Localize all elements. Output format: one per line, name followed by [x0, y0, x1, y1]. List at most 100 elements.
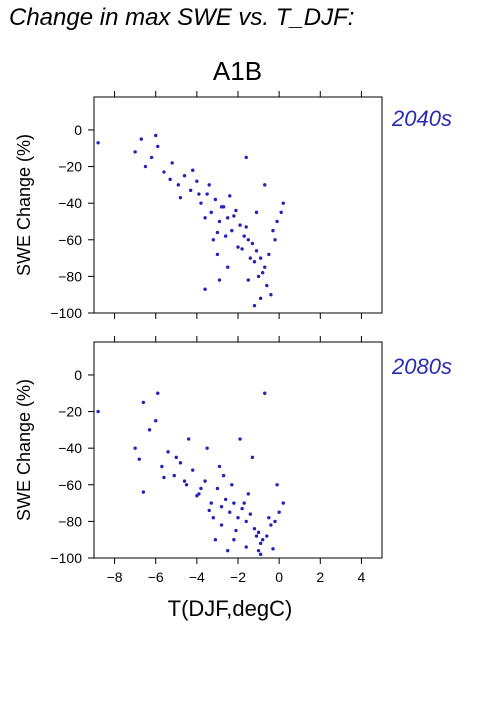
plot-frame — [93, 96, 383, 314]
data-point — [252, 260, 257, 264]
data-point — [223, 234, 228, 238]
data-point — [209, 210, 213, 215]
period-label-2040s: 2040s — [392, 106, 452, 131]
data-point — [279, 210, 283, 215]
data-point — [226, 548, 230, 553]
data-point — [215, 486, 220, 491]
data-point — [240, 506, 244, 511]
data-point — [258, 296, 263, 301]
y-axis-label: SWE Change (%) — [14, 379, 34, 521]
data-point — [162, 475, 166, 480]
data-point — [209, 501, 213, 505]
data-point — [236, 516, 240, 520]
data-point — [191, 468, 195, 472]
data-point — [265, 534, 269, 538]
data-point — [275, 219, 279, 224]
data-point — [182, 479, 187, 483]
x-tick-label: 4 — [358, 569, 366, 585]
data-point — [154, 419, 158, 423]
data-point — [252, 303, 257, 308]
data-point — [199, 201, 203, 205]
data-point — [203, 287, 207, 291]
data-point — [256, 530, 261, 535]
data-point — [205, 192, 209, 196]
data-point — [184, 483, 189, 487]
x-tick-label: −2 — [230, 569, 246, 585]
data-point — [188, 188, 193, 193]
data-point — [256, 274, 261, 279]
data-point — [244, 545, 248, 549]
data-point — [133, 150, 137, 154]
data-point — [246, 492, 250, 496]
scenario-label: A1B — [212, 56, 263, 86]
data-point — [240, 247, 244, 251]
data-point — [186, 437, 191, 441]
data-point — [254, 534, 259, 538]
data-point — [154, 133, 158, 138]
data-point — [217, 464, 222, 469]
data-point — [263, 183, 267, 187]
y-tick-label: −20 — [58, 159, 82, 175]
data-point — [213, 197, 218, 202]
data-point — [137, 457, 141, 461]
data-point — [244, 155, 248, 160]
data-point — [277, 510, 281, 514]
y-tick-label: −100 — [50, 305, 82, 321]
data-point — [149, 155, 154, 160]
data-point — [230, 483, 234, 487]
data-point — [271, 228, 275, 233]
data-point — [207, 183, 211, 187]
data-point — [252, 527, 257, 531]
y-tick-label: −60 — [58, 477, 82, 493]
data-point — [207, 508, 211, 513]
y-tick-label: 0 — [74, 367, 82, 383]
data-point — [273, 238, 277, 242]
x-tick-label: −4 — [189, 569, 205, 585]
data-point — [178, 461, 183, 465]
data-point — [275, 483, 279, 487]
data-point — [133, 446, 137, 450]
data-point — [197, 192, 201, 196]
data-point — [242, 234, 246, 238]
data-point — [226, 216, 230, 220]
data-point — [236, 245, 240, 249]
data-point — [246, 278, 250, 282]
data-point — [174, 455, 178, 460]
data-point — [141, 400, 146, 405]
data-point — [260, 271, 265, 275]
data-point — [215, 252, 220, 257]
data-point — [195, 179, 199, 183]
data-point — [221, 473, 226, 478]
data-point — [215, 230, 220, 235]
x-tick-label: 0 — [275, 569, 283, 585]
data-point — [156, 391, 160, 395]
data-point — [172, 473, 176, 478]
data-point — [232, 214, 236, 218]
data-point — [211, 238, 216, 242]
x-axis-label: T(DJF,degC) — [168, 596, 293, 621]
data-point — [267, 252, 271, 257]
data-point — [271, 547, 275, 551]
x-tick-label: 2 — [316, 569, 324, 585]
data-point — [258, 541, 263, 546]
data-point — [258, 256, 263, 260]
data-point — [238, 223, 242, 227]
data-point — [203, 479, 207, 483]
x-tick-label: −8 — [107, 569, 123, 585]
data-point — [269, 523, 273, 527]
x-tick-label: −6 — [148, 569, 164, 585]
data-point — [162, 170, 166, 174]
data-point — [96, 409, 100, 414]
data-point — [96, 141, 100, 145]
data-point — [213, 537, 218, 542]
data-point — [281, 201, 285, 205]
data-point — [232, 501, 236, 505]
data-point — [242, 501, 246, 505]
data-point — [203, 216, 207, 220]
data-point — [228, 510, 232, 514]
data-point — [260, 537, 265, 542]
data-point — [234, 528, 238, 533]
y-tick-label: −80 — [58, 513, 82, 529]
